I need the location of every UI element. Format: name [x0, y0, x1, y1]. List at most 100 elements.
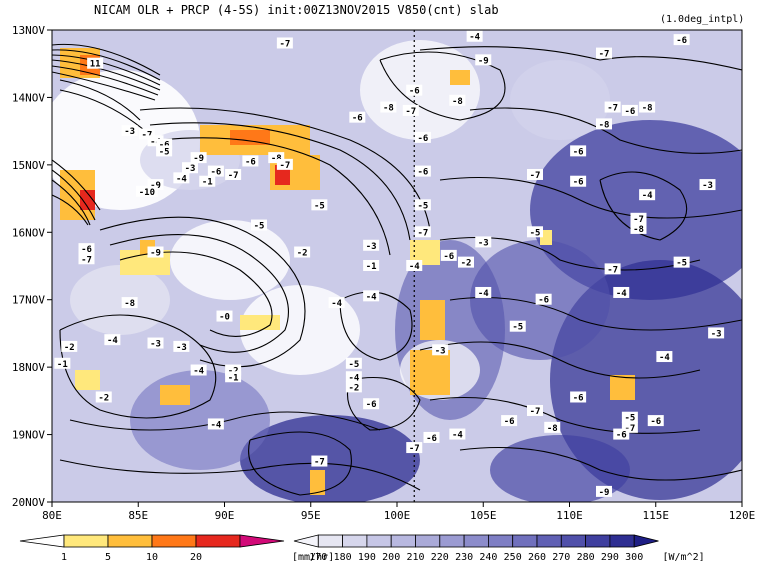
- olr-colorbar-cell: [512, 534, 538, 548]
- contour-label: -7: [81, 255, 92, 265]
- contour-label-bg: [570, 175, 587, 187]
- contour-label: -5: [624, 414, 635, 424]
- contour-label: -7: [633, 215, 644, 225]
- contour-label-bg: [406, 84, 423, 96]
- contour-label-bg: [621, 421, 638, 433]
- contour-label: -8: [642, 104, 653, 114]
- contour-label: -3: [702, 181, 713, 191]
- contour-label: -4: [469, 33, 480, 43]
- contour-label-bg: [475, 54, 492, 66]
- contour-label-bg: [147, 135, 164, 147]
- contour-label: -6: [366, 400, 377, 410]
- contour-label-bg: [225, 364, 242, 376]
- contour-label-bg: [242, 155, 259, 167]
- contour-label: -7: [530, 407, 541, 417]
- contour-label-bg: [78, 253, 95, 265]
- contour-label-bg: [251, 219, 267, 231]
- contour-label-bg: [147, 246, 164, 258]
- contour-label-bg: [363, 290, 380, 302]
- contour-label: -5: [512, 323, 523, 333]
- x-axis: 80E 85E 90E 95E 100E 105E 110E 115E 120E: [42, 502, 755, 522]
- y-tick-label: 18NOV: [12, 361, 45, 374]
- contour-label: -3: [478, 238, 489, 248]
- contour-label-bg: [621, 104, 638, 116]
- contour-label-bg: [294, 246, 311, 258]
- y-tick-label: 13NOV: [12, 24, 45, 37]
- contour-label-bg: [570, 391, 587, 403]
- contour-label: -1: [228, 373, 239, 383]
- contour-label-bg: [639, 189, 656, 201]
- contour-label: -7: [141, 131, 152, 141]
- prcp-colorbar-label: 10: [146, 552, 158, 561]
- contour-label-bg: [121, 125, 138, 137]
- contour-label: -5: [159, 147, 170, 157]
- olr-colorbar-cell: [463, 534, 489, 548]
- prcp-shading: [60, 48, 635, 495]
- contour-label-bg: [173, 172, 190, 184]
- contour-label-bg: [190, 152, 207, 164]
- x-tick-label: 120E: [729, 509, 756, 522]
- prcp-colorbar-label: 20: [190, 552, 202, 561]
- contour-label-bg: [647, 415, 664, 427]
- contour-label: -6: [538, 296, 549, 306]
- y-tick-label: 17NOV: [12, 294, 45, 307]
- contour-label: -6: [573, 393, 584, 403]
- contour-label-bg: [699, 179, 716, 191]
- contour-label: -6: [417, 168, 428, 178]
- contour-label: -4: [176, 174, 187, 184]
- contour-label: -6: [616, 431, 627, 441]
- prcp-colorbar-cell: [19, 534, 65, 548]
- prcp-colorbar-cell: [151, 534, 197, 548]
- contour-label-bg: [349, 111, 366, 123]
- contour-label: -2: [348, 383, 359, 393]
- contour-label: -7: [624, 424, 635, 434]
- olr-colorbar: 170 180 190 200 210 220 230 240 250 260 270 280 290 3…: [293, 534, 705, 561]
- contour-labels: -4 -6-7-711 -9-6-8-7-8 -8-7 -6-6-8-3 -7-4 -6-6…: [54, 30, 725, 498]
- contour-label-bg: [173, 340, 190, 352]
- contour-label-bg: [673, 256, 690, 268]
- contour-label-bg: [78, 243, 95, 255]
- contour-label-bg: [458, 256, 474, 268]
- olr-colorbar-cell: [633, 534, 659, 548]
- contour-label: -4: [659, 353, 670, 363]
- contour-label-bg: [216, 310, 233, 322]
- contour-label: -0: [219, 313, 230, 323]
- contour-label: -4: [150, 137, 161, 147]
- prcp-colorbar-cell: [195, 534, 241, 548]
- contour-label: -7: [279, 39, 290, 49]
- contour-label: -6: [676, 36, 687, 46]
- olr-colorbar-label: 170: [309, 552, 327, 561]
- olr-colorbar-cell: [487, 534, 514, 548]
- olr-colorbar-cell: [585, 534, 611, 548]
- y-axis: 13NOV 14NOV 15NOV 16NOV 17NOV 18NOV 19NOV 20NOV: [12, 24, 52, 509]
- contour-label: -6: [409, 87, 420, 97]
- contour-label-bg: [311, 455, 328, 467]
- contour-label-bg: [207, 418, 224, 430]
- contour-label-bg: [596, 118, 612, 130]
- olr-colorbar-cell: [609, 534, 635, 548]
- contour-label-bg: [363, 398, 380, 410]
- contour-label: -6: [352, 114, 363, 124]
- olr-colorbar-cell: [366, 534, 392, 548]
- contour-label-bg: [135, 185, 158, 197]
- contour-label-bg: [570, 145, 587, 157]
- contour-label: -7: [607, 265, 618, 275]
- olr-colorbar-cell: [390, 534, 416, 548]
- x-tick-label: 85E: [128, 509, 148, 522]
- contour-label-bg: [190, 364, 207, 376]
- contour-label-bg: [656, 351, 673, 363]
- contour-label: -5: [417, 201, 428, 211]
- prcp-colorbar-cell: [107, 534, 153, 548]
- contour-label-bg: [596, 485, 612, 497]
- olr-colorbar-label: 290: [601, 552, 619, 561]
- contour-label-bg: [380, 101, 397, 113]
- x-tick-label: 105E: [470, 509, 497, 522]
- chart-subtitle: (1.0deg_intpl): [660, 14, 744, 25]
- contour-label: -5: [314, 201, 325, 211]
- contour-label: -2: [461, 259, 472, 269]
- contour-label-bg: [466, 30, 483, 42]
- contour-label: -7: [405, 107, 416, 117]
- contour-label-bg: [268, 152, 285, 164]
- contour-label-bg: [54, 357, 71, 369]
